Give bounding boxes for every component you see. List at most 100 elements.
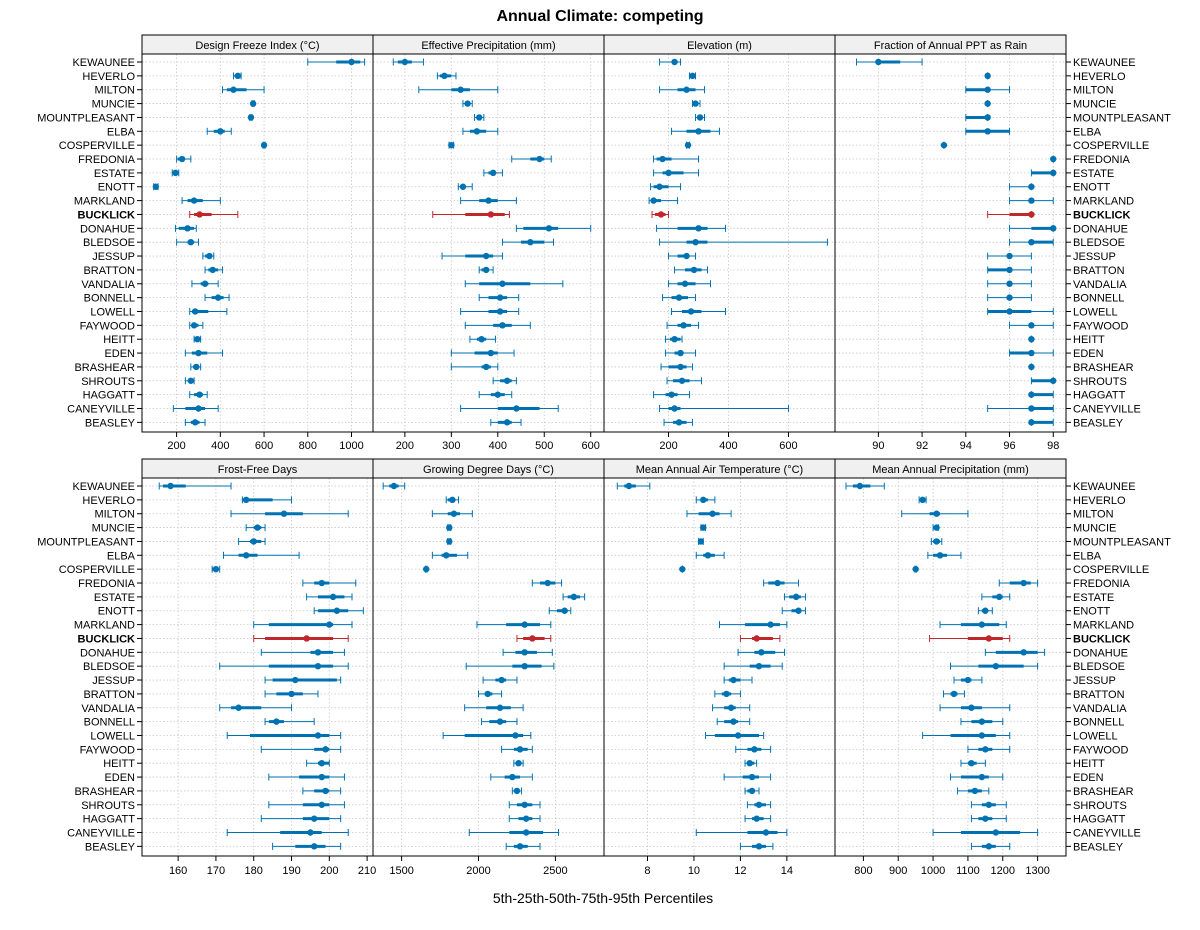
median-dot [933, 510, 940, 517]
site-label-left: LOWELL [90, 306, 135, 318]
site-marker-milton [431, 510, 473, 518]
site-marker-fredonia [763, 579, 799, 587]
site-marker-donahue [502, 648, 553, 656]
site-label-left: BRATTON [83, 689, 135, 701]
median-dot [478, 336, 485, 343]
site-label-right: ELBA [1073, 126, 1102, 138]
site-marker-estate [1030, 169, 1057, 177]
median-dot [933, 524, 940, 531]
site-marker-bucklick [987, 210, 1035, 218]
site-marker-faywood [501, 745, 533, 753]
site-marker-jessup [987, 252, 1032, 260]
site-marker-jessup [441, 252, 503, 260]
median-dot [753, 815, 760, 822]
panel-title: Elevation (m) [687, 40, 752, 52]
x-tick-label: 1100 [956, 865, 980, 877]
site-marker-caneyville [226, 829, 349, 836]
median-dot [984, 72, 991, 80]
median-dot [446, 524, 453, 531]
site-marker-markland [476, 621, 552, 629]
median-dot [212, 565, 220, 573]
site-marker-jessup [482, 676, 518, 684]
median-dot [522, 815, 530, 822]
site-label-right: MUNCIE [1073, 523, 1116, 535]
site-marker-mountpleasant [474, 113, 485, 121]
site-marker-heverlo [984, 72, 991, 80]
site-marker-bonnell [987, 294, 1032, 302]
panel-title: Design Freeze Index (°C) [195, 40, 319, 52]
median-dot [254, 524, 261, 531]
median-dot [184, 225, 191, 232]
site-marker-kewaunee [616, 482, 651, 490]
median-dot [292, 676, 299, 684]
x-tick-label: 900 [889, 865, 907, 877]
median-dot [457, 86, 464, 93]
site-marker-markland [181, 197, 221, 205]
site-label-right: MARKLAND [1073, 620, 1134, 632]
site-label-left: MUNCIE [92, 99, 135, 111]
median-dot [190, 322, 198, 329]
site-marker-lowell [705, 731, 765, 739]
site-label-right: KEWAUNEE [1073, 57, 1136, 69]
site-label-right: BRATTON [1073, 265, 1125, 277]
site-marker-enott [1009, 183, 1035, 191]
site-marker-muncie [249, 100, 257, 108]
site-label-left: CANEYVILLE [67, 828, 135, 840]
median-dot [217, 128, 224, 135]
site-label-left: HEITT [103, 758, 135, 770]
site-marker-heitt [513, 759, 524, 767]
site-label-left: COSPERVILLE [59, 564, 135, 576]
site-marker-bucklick [929, 634, 1011, 642]
panel-frame-mean-annual-precipitation-mm [834, 477, 1067, 857]
site-marker-bonnell [716, 718, 751, 726]
x-tick-label: 800 [854, 865, 872, 877]
site-marker-donahue [1009, 224, 1057, 232]
median-dot [1028, 391, 1035, 398]
site-label-left: BUCKLICK [78, 633, 135, 645]
site-marker-enott [152, 183, 160, 191]
site-marker-vandalia [712, 704, 751, 712]
median-dot [195, 405, 202, 412]
median-dot [191, 419, 199, 426]
site-label-left: HEVERLO [82, 71, 135, 83]
site-marker-estate [483, 169, 503, 177]
site-marker-caneyville [659, 405, 789, 412]
site-marker-elba [965, 127, 1011, 135]
x-axis-label: 5th-25th-50th-75th-95th Percentiles [493, 890, 713, 906]
panel-frame-elevation-m [603, 53, 836, 433]
site-marker-faywood [260, 745, 342, 753]
site-marker-markland [648, 197, 679, 205]
site-marker-estate [562, 593, 586, 601]
median-dot [1006, 294, 1013, 301]
panel-title: Mean Annual Air Temperature (°C) [636, 464, 803, 476]
site-marker-cosperville [448, 141, 455, 149]
median-dot [1006, 280, 1013, 287]
site-marker-shrouts [746, 801, 772, 809]
median-dot [512, 732, 519, 739]
median-dot [746, 760, 753, 767]
site-marker-beasley [184, 418, 206, 426]
median-dot [734, 732, 742, 739]
site-label-right: MARKLAND [1073, 196, 1134, 208]
site-marker-mountpleasant [695, 113, 706, 121]
site-marker-bledsoe [723, 662, 783, 670]
site-marker-enott [977, 607, 993, 615]
site-label-right: LOWELL [1073, 730, 1118, 742]
median-dot [755, 662, 763, 670]
panel-frame-growing-degree-days-c [372, 477, 605, 857]
median-dot [875, 58, 882, 66]
site-marker-fredonia [531, 579, 563, 587]
median-dot [1028, 349, 1035, 357]
median-dot [1028, 211, 1035, 218]
site-marker-eden [268, 773, 345, 781]
median-dot [464, 100, 471, 107]
site-marker-lowell [671, 307, 726, 315]
site-marker-haggatt [970, 815, 1007, 823]
site-label-right: HEVERLO [1073, 495, 1126, 507]
site-marker-milton [686, 510, 732, 518]
median-dot [521, 801, 528, 808]
site-marker-bucklick [253, 634, 349, 642]
site-label-left: MOUNTPLEASANT [37, 536, 135, 548]
site-marker-vandalia [464, 704, 524, 712]
median-dot [544, 579, 551, 587]
